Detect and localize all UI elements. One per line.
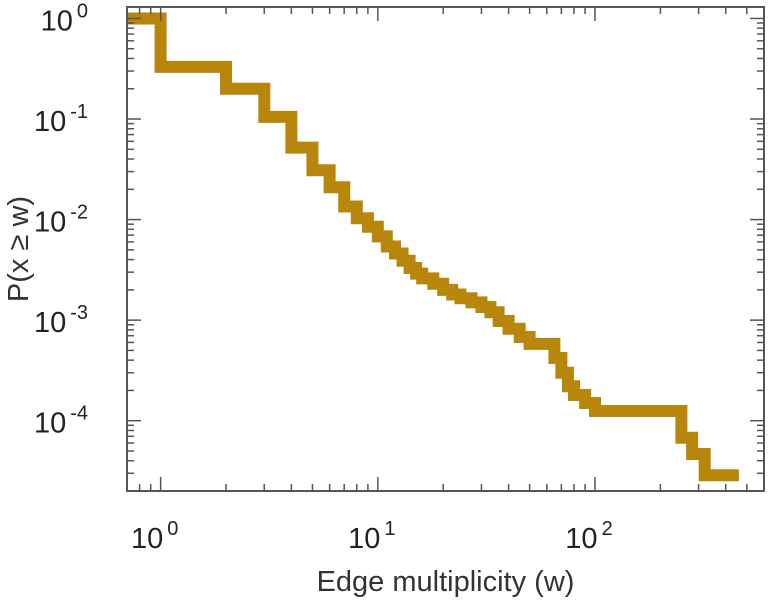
x-axis-title: Edge multiplicity (w) [317, 566, 575, 598]
axis-ticks [126, 7, 765, 492]
y-tick-label: 10 0 [41, 0, 88, 37]
tick-labels: 10 0 10 1 10 2 10 0 10 -1 10 -2 10 -3 10 -4 [34, 0, 613, 555]
ccdf-step-series [127, 12, 739, 482]
y-tick-label: 10 -2 [34, 202, 88, 239]
y-tick-label: 10 -4 [34, 403, 88, 440]
x-tick-label: 10 0 [131, 518, 178, 555]
y-tick-label: 10 -3 [34, 302, 88, 339]
y-axis-title: P(x ≥ w) [3, 196, 35, 302]
y-tick-label: 10 -1 [34, 101, 88, 138]
x-tick-label: 10 1 [348, 518, 395, 555]
x-tick-label: 10 2 [565, 518, 612, 555]
chart-marks [126, 12, 740, 482]
plot-frame [126, 6, 765, 492]
